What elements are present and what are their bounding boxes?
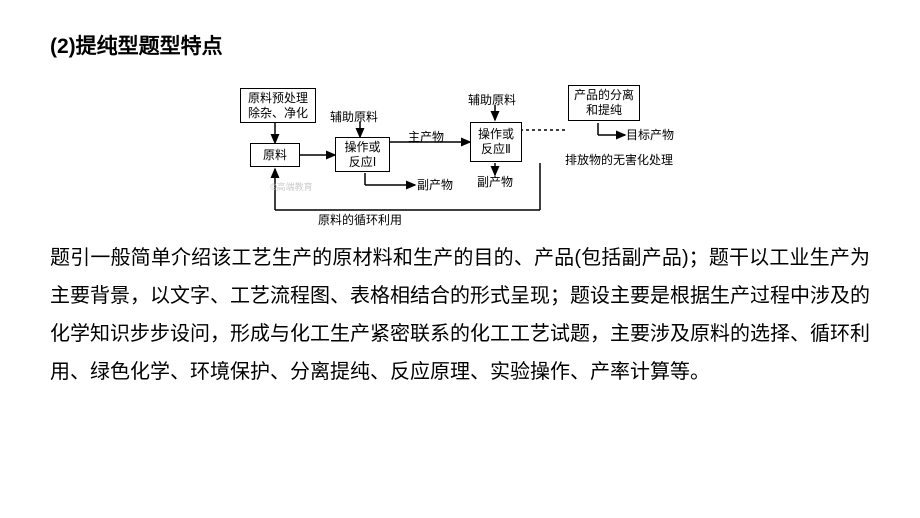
label-recycle: 原料的循环利用 [318, 213, 402, 227]
label-harmless-disposal: 排放物的无害化处理 [565, 153, 673, 167]
flowchart: 原料预处理除杂、净化 原料 操作或反应Ⅰ 操作或反应Ⅱ 产品的分离和提纯 辅助原… [230, 75, 690, 225]
label-main-product: 主产物 [408, 130, 444, 144]
label-by-product-1: 副产物 [417, 178, 453, 192]
label-by-product-2: 副产物 [477, 175, 513, 189]
watermark: ©高端教育 [270, 180, 313, 193]
body-paragraph: 题引一般简单介绍该工艺生产的原材料和生产的目的、产品(包括副产品)；题干以工业生… [50, 239, 870, 391]
box-separation: 产品的分离和提纯 [568, 85, 640, 121]
label-target-product: 目标产物 [626, 128, 674, 142]
label-aux-raw-1: 辅助原料 [330, 110, 378, 124]
box-pretreatment: 原料预处理除杂、净化 [240, 88, 316, 123]
box-operation-1: 操作或反应Ⅰ [335, 137, 390, 172]
label-aux-raw-2: 辅助原料 [468, 93, 516, 107]
box-raw-material: 原料 [250, 143, 300, 167]
section-heading: (2)提纯型题型特点 [50, 30, 870, 60]
box-operation-2: 操作或反应Ⅱ [470, 122, 522, 162]
